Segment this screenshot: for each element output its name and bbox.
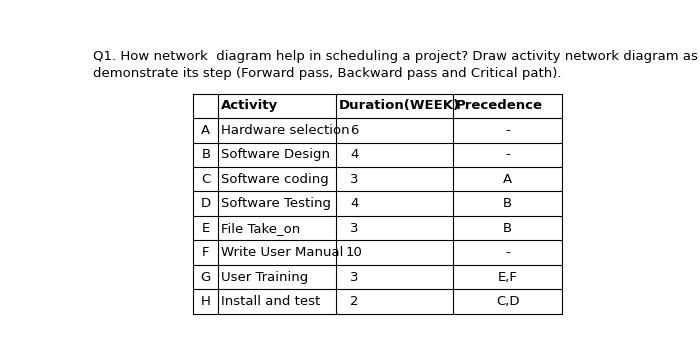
Text: 4: 4 <box>350 197 358 210</box>
Text: Activity: Activity <box>221 99 279 112</box>
Text: G: G <box>201 271 211 283</box>
Text: A: A <box>503 173 512 186</box>
Text: 4: 4 <box>350 148 358 161</box>
Text: B: B <box>503 197 512 210</box>
Text: Software Testing: Software Testing <box>221 197 331 210</box>
Text: 6: 6 <box>350 124 358 137</box>
Text: 3: 3 <box>350 271 358 283</box>
Text: Precedence: Precedence <box>456 99 543 112</box>
Text: 3: 3 <box>350 173 358 186</box>
Text: Q1. How network  diagram help in scheduling a project? Draw activity network dia: Q1. How network diagram help in scheduli… <box>93 50 700 63</box>
Text: A: A <box>202 124 211 137</box>
Text: demonstrate its step (Forward pass, Backward pass and Critical path).: demonstrate its step (Forward pass, Back… <box>93 67 561 80</box>
Text: H: H <box>201 295 211 308</box>
Text: Install and test: Install and test <box>221 295 321 308</box>
Text: B: B <box>503 222 512 235</box>
Text: C,D: C,D <box>496 295 519 308</box>
Text: Hardware selection: Hardware selection <box>221 124 350 137</box>
Text: -: - <box>505 246 510 259</box>
Text: Duration(WEEK): Duration(WEEK) <box>339 99 460 112</box>
Text: B: B <box>202 148 211 161</box>
Text: F: F <box>202 246 209 259</box>
Text: 10: 10 <box>346 246 363 259</box>
Text: 3: 3 <box>350 222 358 235</box>
Text: 2: 2 <box>350 295 358 308</box>
Text: Write User Manual: Write User Manual <box>221 246 344 259</box>
Text: User Training: User Training <box>221 271 309 283</box>
Text: -: - <box>505 148 510 161</box>
Text: C: C <box>201 173 211 186</box>
Text: File Take_on: File Take_on <box>221 222 300 235</box>
Text: Software coding: Software coding <box>221 173 329 186</box>
Text: E,F: E,F <box>498 271 517 283</box>
Text: -: - <box>505 124 510 137</box>
Text: D: D <box>201 197 211 210</box>
Text: Software Design: Software Design <box>221 148 330 161</box>
Text: E: E <box>202 222 210 235</box>
